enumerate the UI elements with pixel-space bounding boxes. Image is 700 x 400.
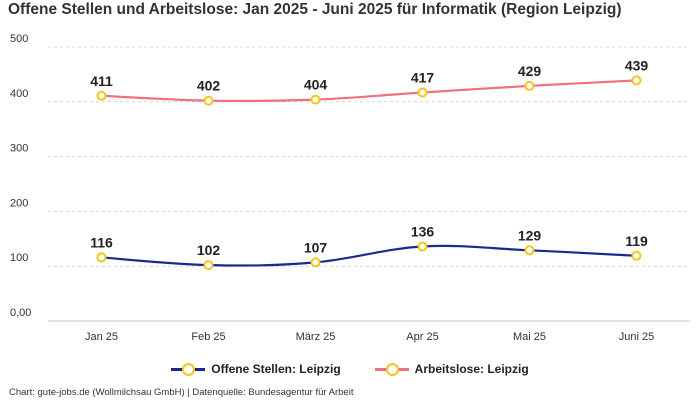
data-label: 417 [411, 69, 435, 85]
y-tick-label: 300 [10, 143, 28, 155]
data-label: 107 [304, 239, 328, 255]
data-point [310, 94, 321, 105]
x-tick-label: Feb 25 [191, 331, 225, 343]
data-point [524, 80, 535, 91]
legend-item-offene-stellen[interactable]: Offene Stellen: Leipzig [171, 362, 341, 376]
y-tick-label: 400 [10, 88, 28, 100]
data-point [203, 95, 214, 106]
data-label: 129 [518, 227, 542, 243]
data-label: 402 [197, 78, 221, 94]
legend-label-offene-stellen: Offene Stellen: Leipzig [211, 362, 341, 376]
y-tick-label: 0,00 [10, 307, 31, 319]
chart-title: Offene Stellen und Arbeitslose: Jan 2025… [8, 1, 622, 18]
line-chart: 0,00 100 200 300 400 500 Jan 25 Feb 25 März 25 Ap… [10, 33, 690, 343]
data-point [631, 75, 642, 86]
legend-swatch-offene-stellen [171, 362, 206, 376]
x-tick-label: Juni 25 [619, 331, 654, 343]
data-point [203, 260, 214, 271]
series-line-1 [101, 79, 637, 103]
data-point [310, 257, 321, 268]
legend-item-arbeitslose[interactable]: Arbeitslose: Leipzig [374, 362, 529, 376]
data-point [417, 241, 428, 252]
data-point [417, 87, 428, 98]
data-point [631, 250, 642, 261]
data-label: 411 [90, 73, 113, 89]
data-point [524, 245, 535, 256]
data-label: 404 [304, 77, 328, 93]
data-label: 429 [518, 63, 542, 79]
y-tick-label: 100 [10, 252, 28, 264]
x-tick-label: Apr 25 [406, 331, 438, 343]
data-label: 116 [90, 234, 113, 250]
legend-swatch-arbeitslose [374, 362, 409, 376]
y-tick-label: 500 [10, 33, 28, 45]
x-tick-label: Jan 25 [85, 331, 118, 343]
legend-label-arbeitslose: Arbeitslose: Leipzig [414, 362, 529, 376]
x-tick-label: März 25 [296, 331, 336, 343]
y-tick-label: 200 [10, 197, 28, 209]
series-line-0 [101, 244, 637, 267]
x-tick-label: Mai 25 [513, 331, 546, 343]
data-point [96, 252, 107, 263]
data-point [96, 90, 107, 101]
data-label: 102 [197, 242, 221, 258]
data-label: 136 [411, 223, 435, 239]
data-label: 119 [625, 233, 648, 249]
chart-legend: Offene Stellen: Leipzig Arbeitslose: Lei… [0, 362, 700, 376]
chart-source-footer: Chart: gute-jobs.de (Wollmilchsau GmbH) … [9, 387, 354, 398]
data-label: 439 [625, 57, 649, 73]
